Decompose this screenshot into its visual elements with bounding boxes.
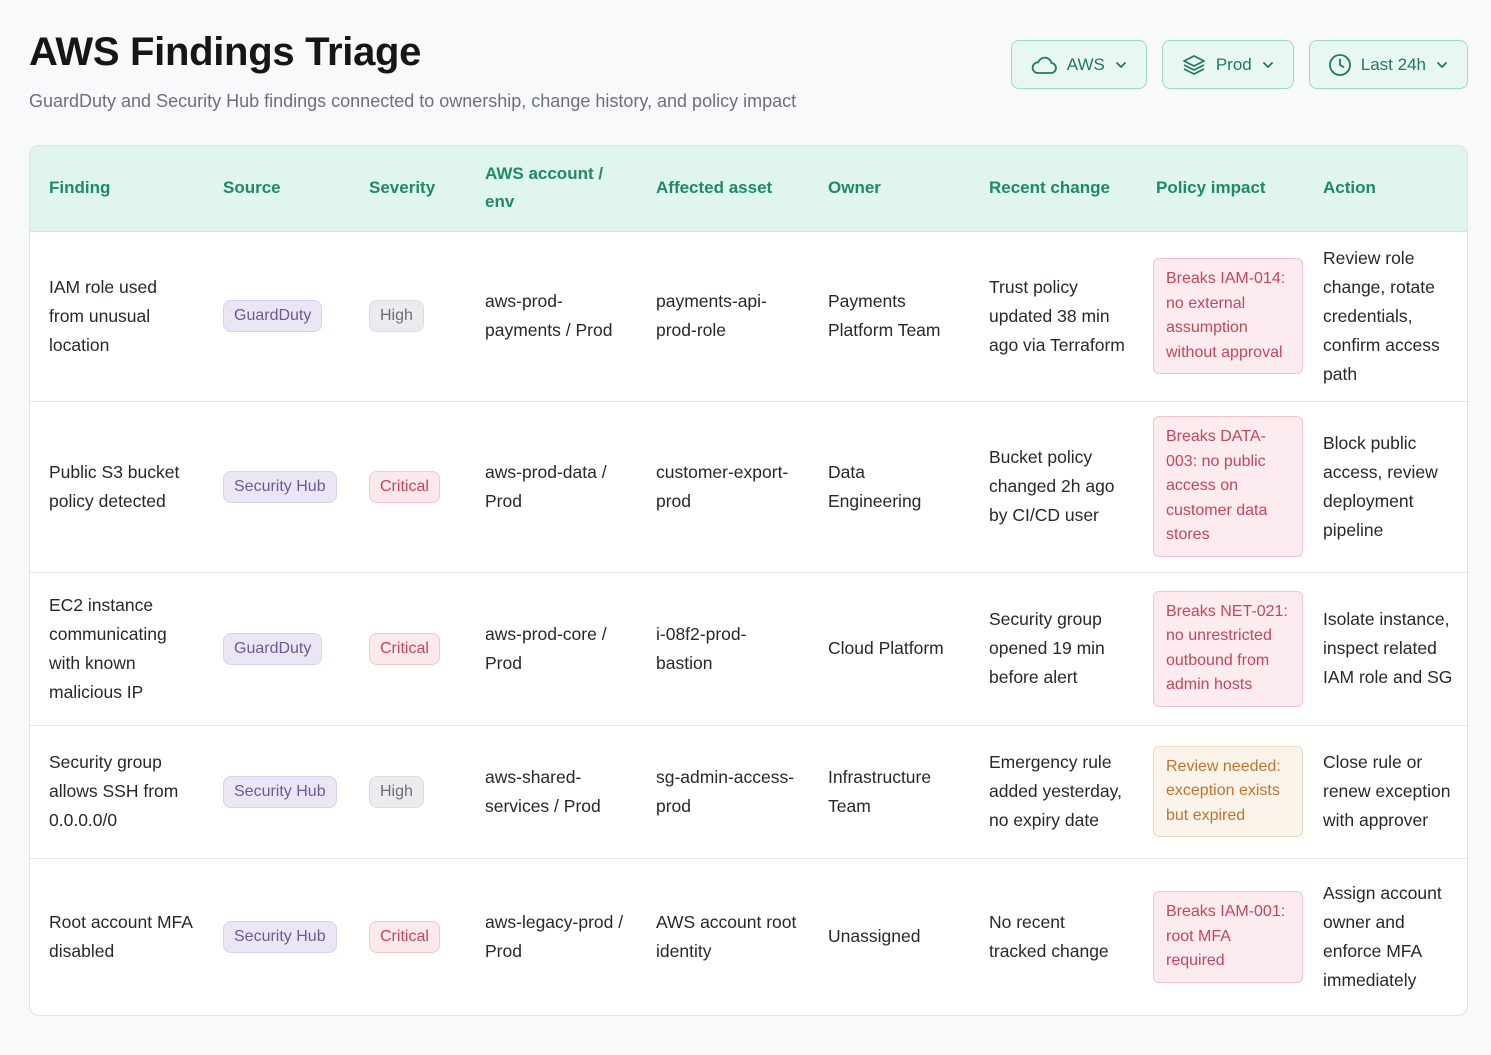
policy-impact-badge: Breaks NET-021: no unrestricted outbound… — [1153, 590, 1303, 707]
column-header-action[interactable]: Action — [1304, 146, 1467, 232]
severity-cell: Critical — [350, 401, 466, 573]
owner-cell: Payments Platform Team — [809, 231, 970, 402]
policy-impact-badge: Breaks IAM-014: no external assumption w… — [1153, 258, 1303, 374]
clock-icon — [1328, 53, 1352, 77]
column-header-source[interactable]: Source — [204, 146, 350, 232]
action-cell: Assign account owner and enforce MFA imm… — [1323, 882, 1442, 990]
severity-cell: High — [350, 725, 466, 859]
action-cell: Block public access, review deployment p… — [1304, 401, 1467, 573]
severity-badge: High — [369, 300, 424, 332]
source-cell: Security Hub — [204, 858, 350, 1015]
asset-cell: i-08f2-prod-bastion — [637, 572, 809, 726]
source-cell: Security Hub — [204, 401, 350, 573]
column-header-account[interactable]: AWS account / env — [466, 146, 637, 232]
filter-environment[interactable]: Prod — [1161, 40, 1294, 89]
policy-impact-cell: Breaks NET-021: no unrestricted outbound… — [1137, 572, 1304, 726]
source-badge: Security Hub — [223, 470, 337, 503]
owner-cell: Cloud Platform — [809, 572, 970, 726]
finding-cell: EC2 instance communicating with known ma… — [30, 572, 204, 726]
account-cell: aws-shared-services / Prod — [466, 725, 637, 859]
policy-impact-cell: Breaks DATA-003: no public access on cus… — [1137, 401, 1304, 573]
table-header-row: Finding Source Severity AWS account / en… — [30, 146, 1467, 232]
owner-cell: Unassigned — [828, 926, 921, 947]
owner-cell: Data Engineering — [809, 401, 970, 573]
owner-cell: Infrastructure Team — [809, 725, 970, 859]
filter-environment-label: Prod — [1215, 54, 1252, 74]
severity-badge: High — [369, 775, 424, 808]
column-header-severity[interactable]: Severity — [350, 146, 466, 232]
account-cell: aws-prod-payments / Prod — [466, 231, 637, 402]
action-cell: Close rule or renew exception with appro… — [1304, 725, 1467, 859]
policy-impact-cell: Breaks IAM-001: root MFA required — [1137, 858, 1304, 1015]
table-row[interactable]: Root account MFA disabled Security Hub C… — [30, 858, 1467, 1015]
table-row[interactable]: IAM role used from unusual location Guar… — [30, 231, 1467, 402]
severity-badge: Critical — [369, 920, 440, 953]
filter-time-range[interactable]: Last 24h — [1308, 40, 1468, 89]
cloud-icon — [1030, 54, 1058, 76]
policy-impact-cell: Review needed: exception exists but expi… — [1137, 725, 1304, 859]
recent-change-cell: No recent tracked change — [989, 911, 1109, 961]
table-row[interactable]: Public S3 bucket policy detected Securit… — [30, 401, 1467, 573]
filter-cloud-provider[interactable]: AWS — [1010, 40, 1147, 89]
source-badge: GuardDuty — [223, 632, 323, 665]
account-cell: aws-prod-data / Prod — [466, 401, 637, 573]
asset-cell: customer-export-prod — [637, 401, 809, 573]
policy-impact-badge: Breaks DATA-003: no public access on cus… — [1153, 416, 1303, 557]
account-cell: aws-legacy-prod / Prod — [485, 911, 624, 961]
finding-cell: Security group allows SSH from 0.0.0.0/0 — [30, 725, 204, 859]
chevron-down-icon — [1435, 58, 1449, 72]
column-header-owner[interactable]: Owner — [809, 146, 970, 232]
table-row[interactable]: EC2 instance communicating with known ma… — [30, 572, 1467, 726]
layers-icon — [1181, 53, 1207, 77]
page-title: AWS Findings Triage — [29, 30, 422, 74]
recent-change-cell: Bucket policy changed 2h ago by CI/CD us… — [970, 401, 1137, 573]
source-cell: GuardDuty — [204, 231, 350, 402]
column-header-asset[interactable]: Affected asset — [637, 146, 809, 232]
severity-badge: Critical — [369, 470, 440, 503]
recent-change-cell: Emergency rule added yesterday, no expir… — [970, 725, 1137, 859]
source-cell: GuardDuty — [204, 572, 350, 726]
page-header: AWS Findings Triage GuardDuty and Securi… — [29, 28, 796, 112]
source-badge: GuardDuty — [223, 300, 323, 332]
finding-cell: Root account MFA disabled — [49, 911, 192, 961]
filter-time-range-label: Last 24h — [1360, 54, 1426, 74]
account-cell: aws-prod-core / Prod — [466, 572, 637, 726]
source-badge: Security Hub — [223, 920, 337, 953]
source-cell: Security Hub — [204, 725, 350, 859]
policy-impact-badge: Breaks IAM-001: root MFA required — [1153, 891, 1303, 983]
findings-table: Finding Source Severity AWS account / en… — [29, 145, 1468, 1016]
asset-cell: payments-api-prod-role — [637, 231, 809, 402]
finding-cell: IAM role used from unusual location — [30, 231, 204, 402]
column-header-recent-change[interactable]: Recent change — [970, 146, 1137, 232]
severity-cell: Critical — [350, 572, 466, 726]
source-badge: Security Hub — [223, 775, 337, 808]
asset-cell: sg-admin-access-prod — [637, 725, 809, 859]
chevron-down-icon — [1261, 58, 1275, 72]
page-subtitle: GuardDuty and Security Hub findings conn… — [29, 91, 797, 111]
asset-cell: AWS account root identity — [656, 911, 797, 961]
severity-badge: Critical — [369, 632, 440, 665]
column-header-policy-impact[interactable]: Policy impact — [1137, 146, 1304, 232]
column-header-finding[interactable]: Finding — [30, 146, 204, 232]
chevron-down-icon — [1114, 58, 1128, 72]
finding-cell: Public S3 bucket policy detected — [30, 401, 204, 573]
severity-cell: Critical — [350, 858, 466, 1015]
filter-bar: AWS Prod Last 24h — [1010, 40, 1468, 89]
policy-impact-cell: Breaks IAM-014: no external assumption w… — [1137, 231, 1304, 402]
table-row[interactable]: Security group allows SSH from 0.0.0.0/0… — [30, 725, 1467, 859]
recent-change-cell: Security group opened 19 min before aler… — [970, 572, 1137, 726]
severity-cell: High — [350, 231, 466, 402]
policy-impact-badge: Review needed: exception exists but expi… — [1153, 745, 1303, 838]
action-cell: Isolate instance, inspect related IAM ro… — [1304, 572, 1467, 726]
action-cell: Review role change, rotate credentials, … — [1304, 231, 1467, 402]
filter-cloud-provider-label: AWS — [1066, 54, 1105, 74]
recent-change-cell: Trust policy updated 38 min ago via Terr… — [970, 231, 1137, 402]
